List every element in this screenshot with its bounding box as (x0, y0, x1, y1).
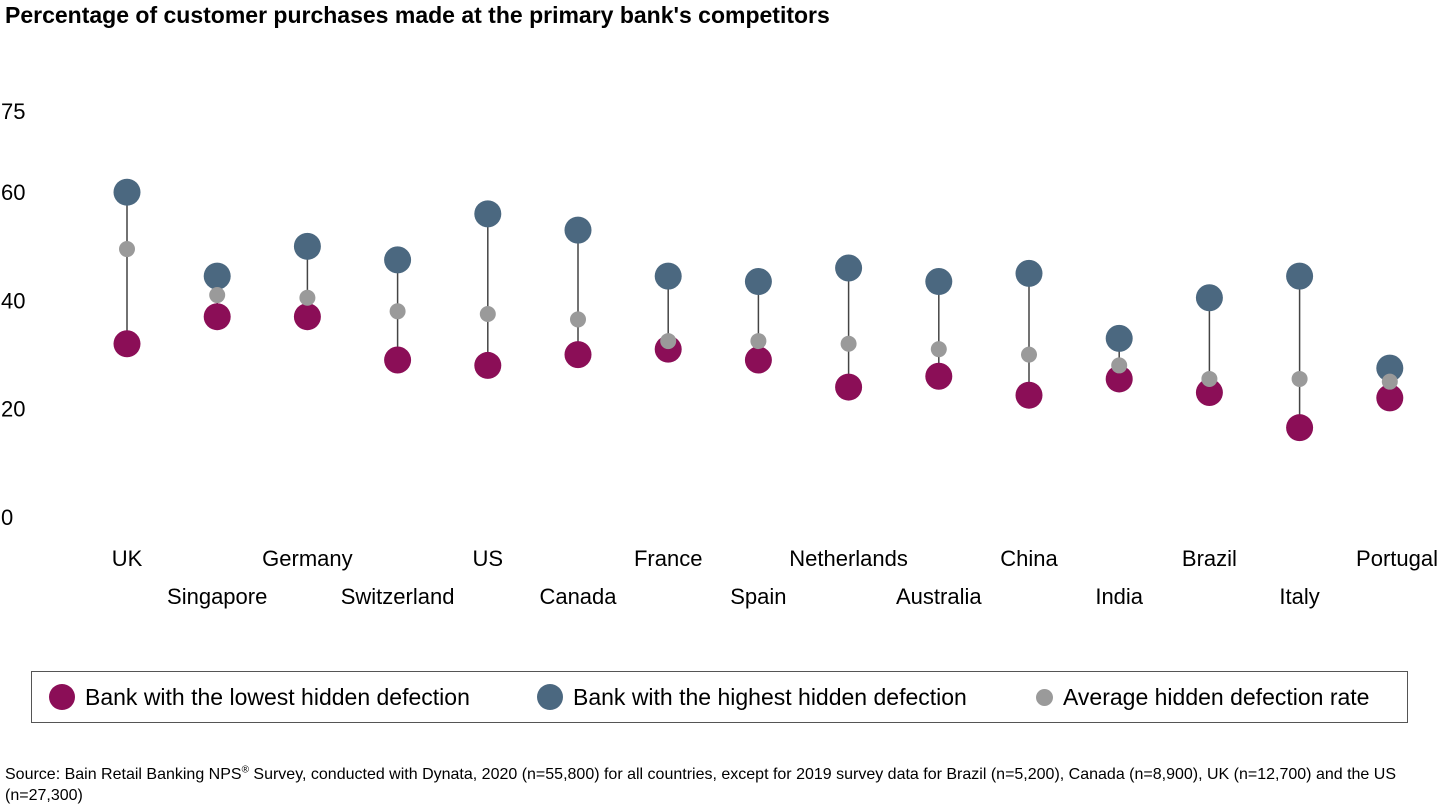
y-tick-label: 75 (1, 99, 25, 124)
chart-legend: Bank with the lowest hidden defection Ba… (31, 671, 1408, 723)
point-highest (1195, 284, 1223, 312)
point-lowest (1015, 381, 1043, 409)
point-average (1111, 357, 1128, 374)
y-axis: 0 20 40 60 75 (1, 99, 25, 530)
category-label: US (473, 546, 504, 571)
legend-label-lowest: Bank with the lowest hidden defection (85, 683, 470, 710)
point-lowest (113, 330, 141, 358)
point-average (119, 241, 135, 258)
legend-marker-average (1036, 688, 1053, 706)
point-highest (654, 262, 682, 290)
point-average (930, 341, 947, 358)
legend-item-lowest: Bank with the lowest hidden defection (49, 684, 470, 711)
point-highest (384, 246, 412, 274)
point-average (660, 333, 677, 350)
point-highest (1286, 262, 1314, 290)
point-highest (835, 254, 863, 282)
category-label: Brazil (1182, 546, 1237, 571)
category-label: Portugal (1356, 546, 1438, 571)
point-lowest (474, 351, 502, 379)
category-label: France (634, 546, 702, 571)
point-lowest (835, 373, 863, 401)
point-average (1201, 370, 1218, 387)
point-highest (1376, 354, 1404, 382)
point-highest (203, 262, 231, 290)
point-lowest (1195, 378, 1223, 406)
category-label: Netherlands (789, 546, 908, 571)
point-lowest (1105, 365, 1133, 393)
point-highest (564, 216, 592, 244)
point-highest (744, 268, 772, 296)
legend-marker-highest (537, 684, 563, 710)
point-average (479, 306, 496, 322)
point-highest (293, 232, 321, 260)
legend-marker-lowest (49, 684, 75, 710)
point-lowest (293, 303, 321, 331)
legend-item-average: Average hidden defection rate (1032, 684, 1369, 711)
point-average (389, 303, 406, 320)
point-highest (1015, 259, 1043, 287)
point-average (1291, 370, 1308, 387)
category-label: Germany (262, 546, 352, 571)
point-lowest (384, 346, 412, 374)
legend-label-highest: Bank with the highest hidden defection (573, 683, 967, 710)
point-average (1381, 373, 1398, 390)
legend-item-highest: Bank with the highest hidden defection (537, 684, 967, 711)
point-average (209, 287, 226, 304)
y-tick-label: 0 (1, 505, 13, 530)
point-highest (1105, 324, 1133, 352)
point-average (750, 333, 767, 350)
category-labels: UK Singapore Germany Switzerland US Canada Fra… (112, 546, 1438, 609)
point-lowest (1376, 384, 1404, 412)
category-label: UK (112, 546, 143, 571)
chart-title: Percentage of customer purchases made at… (5, 2, 830, 28)
y-tick-label: 40 (1, 288, 25, 313)
category-label: China (1000, 546, 1058, 571)
point-lowest (925, 362, 953, 390)
point-lowest (1286, 414, 1314, 442)
point-average (1021, 346, 1037, 363)
category-label: India (1095, 584, 1143, 609)
point-highest (925, 268, 953, 296)
point-average (840, 335, 857, 352)
y-tick-label: 60 (1, 180, 25, 205)
category-label: Switzerland (341, 584, 455, 609)
point-average (570, 311, 586, 328)
legend-label-average: Average hidden defection rate (1063, 683, 1370, 710)
category-label: Spain (730, 584, 786, 609)
category-label: Singapore (167, 584, 267, 609)
point-highest (113, 178, 141, 206)
category-label: Italy (1279, 584, 1319, 609)
point-lowest (203, 303, 231, 331)
source-note: Source: Bain Retail Banking NPS® Survey,… (5, 764, 1396, 804)
category-label: Australia (896, 584, 982, 609)
category-label: Canada (539, 584, 617, 609)
point-lowest (564, 341, 592, 369)
point-average (299, 289, 316, 306)
y-tick-label: 20 (1, 397, 25, 422)
point-lowest (744, 346, 772, 374)
point-highest (474, 200, 502, 228)
data-points (113, 178, 1404, 442)
